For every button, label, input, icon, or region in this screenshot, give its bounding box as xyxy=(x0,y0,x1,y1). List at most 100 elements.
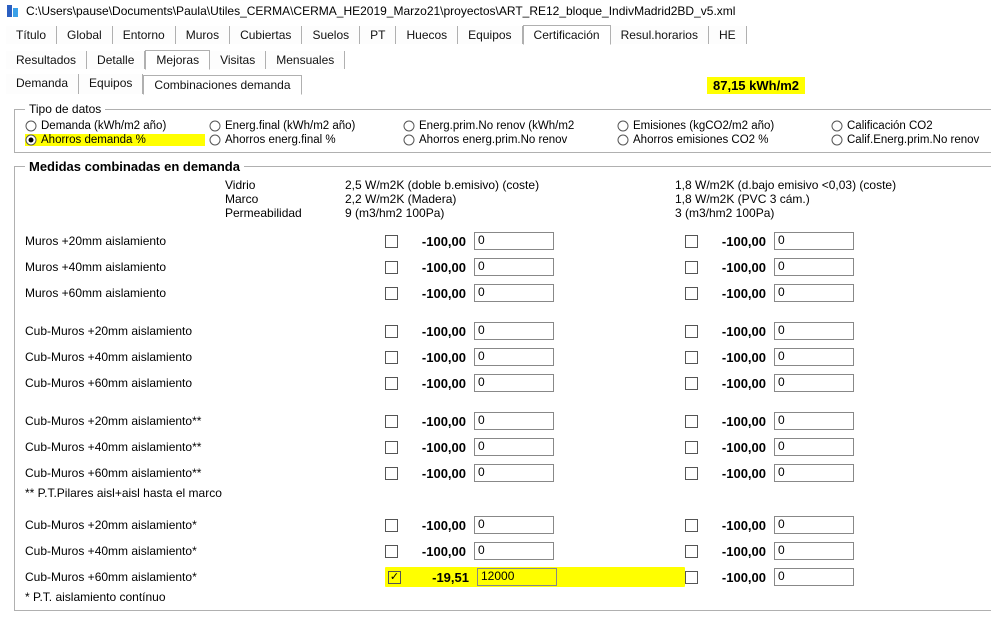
tab-suelos[interactable]: Suelos xyxy=(302,26,360,44)
checkbox[interactable] xyxy=(385,287,398,300)
radio-ahorros-emisiones-co2-[interactable]: Ahorros emisiones CO2 % xyxy=(617,134,827,146)
checkbox[interactable] xyxy=(385,441,398,454)
cost-input[interactable]: 0 xyxy=(474,464,554,482)
measure-label: Cub-Muros +60mm aislamiento** xyxy=(25,466,385,480)
checkbox[interactable] xyxy=(685,415,698,428)
checkbox[interactable] xyxy=(385,545,398,558)
checkbox[interactable] xyxy=(385,467,398,480)
value-number: -100,00 xyxy=(406,414,466,429)
measure-cell-a: -100,000 xyxy=(385,464,685,482)
checkbox[interactable] xyxy=(385,261,398,274)
measure-cell-a: -100,000 xyxy=(385,438,685,456)
measure-label: Cub-Muros +40mm aislamiento xyxy=(25,350,385,364)
radio-emisiones-kgco2-m2-a-o-[interactable]: Emisiones (kgCO2/m2 año) xyxy=(617,120,827,132)
tab-resultados[interactable]: Resultados xyxy=(6,51,87,69)
radio-ahorros-demanda-[interactable]: Ahorros demanda % xyxy=(25,134,205,146)
tab-demanda[interactable]: Demanda xyxy=(6,74,79,94)
tab-resul-horarios[interactable]: Resul.horarios xyxy=(611,26,709,44)
checkbox[interactable] xyxy=(385,351,398,364)
radio-calif-energ-prim-no-renov[interactable]: Calif.Energ.prim.No renov xyxy=(831,134,991,146)
cost-input[interactable]: 0 xyxy=(774,542,854,560)
radio-icon xyxy=(617,120,629,132)
tab-entorno[interactable]: Entorno xyxy=(113,26,176,44)
tab-detalle[interactable]: Detalle xyxy=(87,51,145,69)
cost-input[interactable]: 0 xyxy=(774,568,854,586)
tab-equipos[interactable]: Equipos xyxy=(79,74,143,94)
checkbox[interactable] xyxy=(685,325,698,338)
radio-label: Emisiones (kgCO2/m2 año) xyxy=(633,120,774,132)
cost-input[interactable]: 0 xyxy=(774,374,854,392)
checkbox[interactable] xyxy=(685,235,698,248)
checkbox[interactable] xyxy=(685,519,698,532)
checkbox[interactable] xyxy=(685,545,698,558)
cost-input[interactable]: 0 xyxy=(474,542,554,560)
cost-input[interactable]: 0 xyxy=(474,348,554,366)
value-number: -100,00 xyxy=(406,544,466,559)
radio-icon xyxy=(403,120,415,132)
measure-cell-a: -100,000 xyxy=(385,258,685,276)
checkbox[interactable] xyxy=(385,235,398,248)
measure-cell-b: -100,000 xyxy=(685,284,985,302)
tab-cubiertas[interactable]: Cubiertas xyxy=(230,26,302,44)
checkbox[interactable] xyxy=(685,467,698,480)
tab-global[interactable]: Global xyxy=(57,26,113,44)
measure-cell-a: -100,000 xyxy=(385,232,685,250)
tab-equipos[interactable]: Equipos xyxy=(458,26,522,44)
value-number: -100,00 xyxy=(706,518,766,533)
tab-he[interactable]: HE xyxy=(709,26,747,44)
checkbox[interactable] xyxy=(685,261,698,274)
cost-input[interactable]: 0 xyxy=(774,438,854,456)
checkbox[interactable] xyxy=(385,415,398,428)
radio-demanda-kwh-m2-a-o-[interactable]: Demanda (kWh/m2 año) xyxy=(25,120,205,132)
measure-cell-b: -100,000 xyxy=(685,374,985,392)
colB-v2: 1,8 W/m2K (PVC 3 cám.) xyxy=(675,192,991,206)
cost-input[interactable]: 0 xyxy=(774,412,854,430)
cost-input[interactable]: 0 xyxy=(474,232,554,250)
cost-input[interactable]: 0 xyxy=(774,232,854,250)
cost-input[interactable]: 0 xyxy=(774,464,854,482)
cost-input[interactable]: 0 xyxy=(774,516,854,534)
cost-input[interactable]: 0 xyxy=(474,284,554,302)
cost-input[interactable]: 0 xyxy=(474,322,554,340)
checkbox[interactable] xyxy=(685,441,698,454)
tab-muros[interactable]: Muros xyxy=(176,26,230,44)
tab-combinaciones-demanda[interactable]: Combinaciones demanda xyxy=(143,75,301,95)
tab-visitas[interactable]: Visitas xyxy=(210,51,266,69)
tab-certificaci-n[interactable]: Certificación xyxy=(523,25,611,45)
checkbox[interactable] xyxy=(385,519,398,532)
checkbox[interactable] xyxy=(385,377,398,390)
measure-label: Cub-Muros +40mm aislamiento** xyxy=(25,440,385,454)
colB-v3: 3 (m3/hm2 100Pa) xyxy=(675,206,991,220)
checkbox[interactable] xyxy=(685,287,698,300)
measure-row: Muros +40mm aislamiento-100,000-100,000 xyxy=(25,254,991,280)
cost-input[interactable]: 0 xyxy=(474,438,554,456)
tab-huecos[interactable]: Huecos xyxy=(396,26,458,44)
radio-energ-final-kwh-m2-a-o-[interactable]: Energ.final (kWh/m2 año) xyxy=(209,120,399,132)
cost-input[interactable]: 12000 xyxy=(477,568,557,586)
cost-input[interactable]: 0 xyxy=(774,258,854,276)
tab-mejoras[interactable]: Mejoras xyxy=(145,50,210,70)
cost-input[interactable]: 0 xyxy=(474,516,554,534)
measure-row: Cub-Muros +20mm aislamiento*-100,000-100… xyxy=(25,512,991,538)
cost-input[interactable]: 0 xyxy=(774,348,854,366)
cost-input[interactable]: 0 xyxy=(774,322,854,340)
radio-icon xyxy=(403,134,415,146)
cost-input[interactable]: 0 xyxy=(474,258,554,276)
checkbox[interactable] xyxy=(385,325,398,338)
tab-mensuales[interactable]: Mensuales xyxy=(266,51,345,69)
measure-label: Muros +60mm aislamiento xyxy=(25,286,385,300)
radio-ahorros-energ-prim-no-renov[interactable]: Ahorros energ.prim.No renov xyxy=(403,134,613,146)
radio-energ-prim-no-renov-kwh-m2[interactable]: Energ.prim.No renov (kWh/m2 xyxy=(403,120,613,132)
checkbox[interactable] xyxy=(685,377,698,390)
cost-input[interactable]: 0 xyxy=(474,374,554,392)
cost-input[interactable]: 0 xyxy=(474,412,554,430)
radio-ahorros-energ-final-[interactable]: Ahorros energ.final % xyxy=(209,134,399,146)
checkbox[interactable] xyxy=(388,571,401,584)
cost-input[interactable]: 0 xyxy=(774,284,854,302)
checkbox[interactable] xyxy=(685,351,698,364)
tab-t-tulo[interactable]: Título xyxy=(6,26,57,44)
checkbox[interactable] xyxy=(685,571,698,584)
radio-calificaci-n-co2[interactable]: Calificación CO2 xyxy=(831,120,991,132)
value-number: -100,00 xyxy=(706,544,766,559)
tab-pt[interactable]: PT xyxy=(360,26,396,44)
